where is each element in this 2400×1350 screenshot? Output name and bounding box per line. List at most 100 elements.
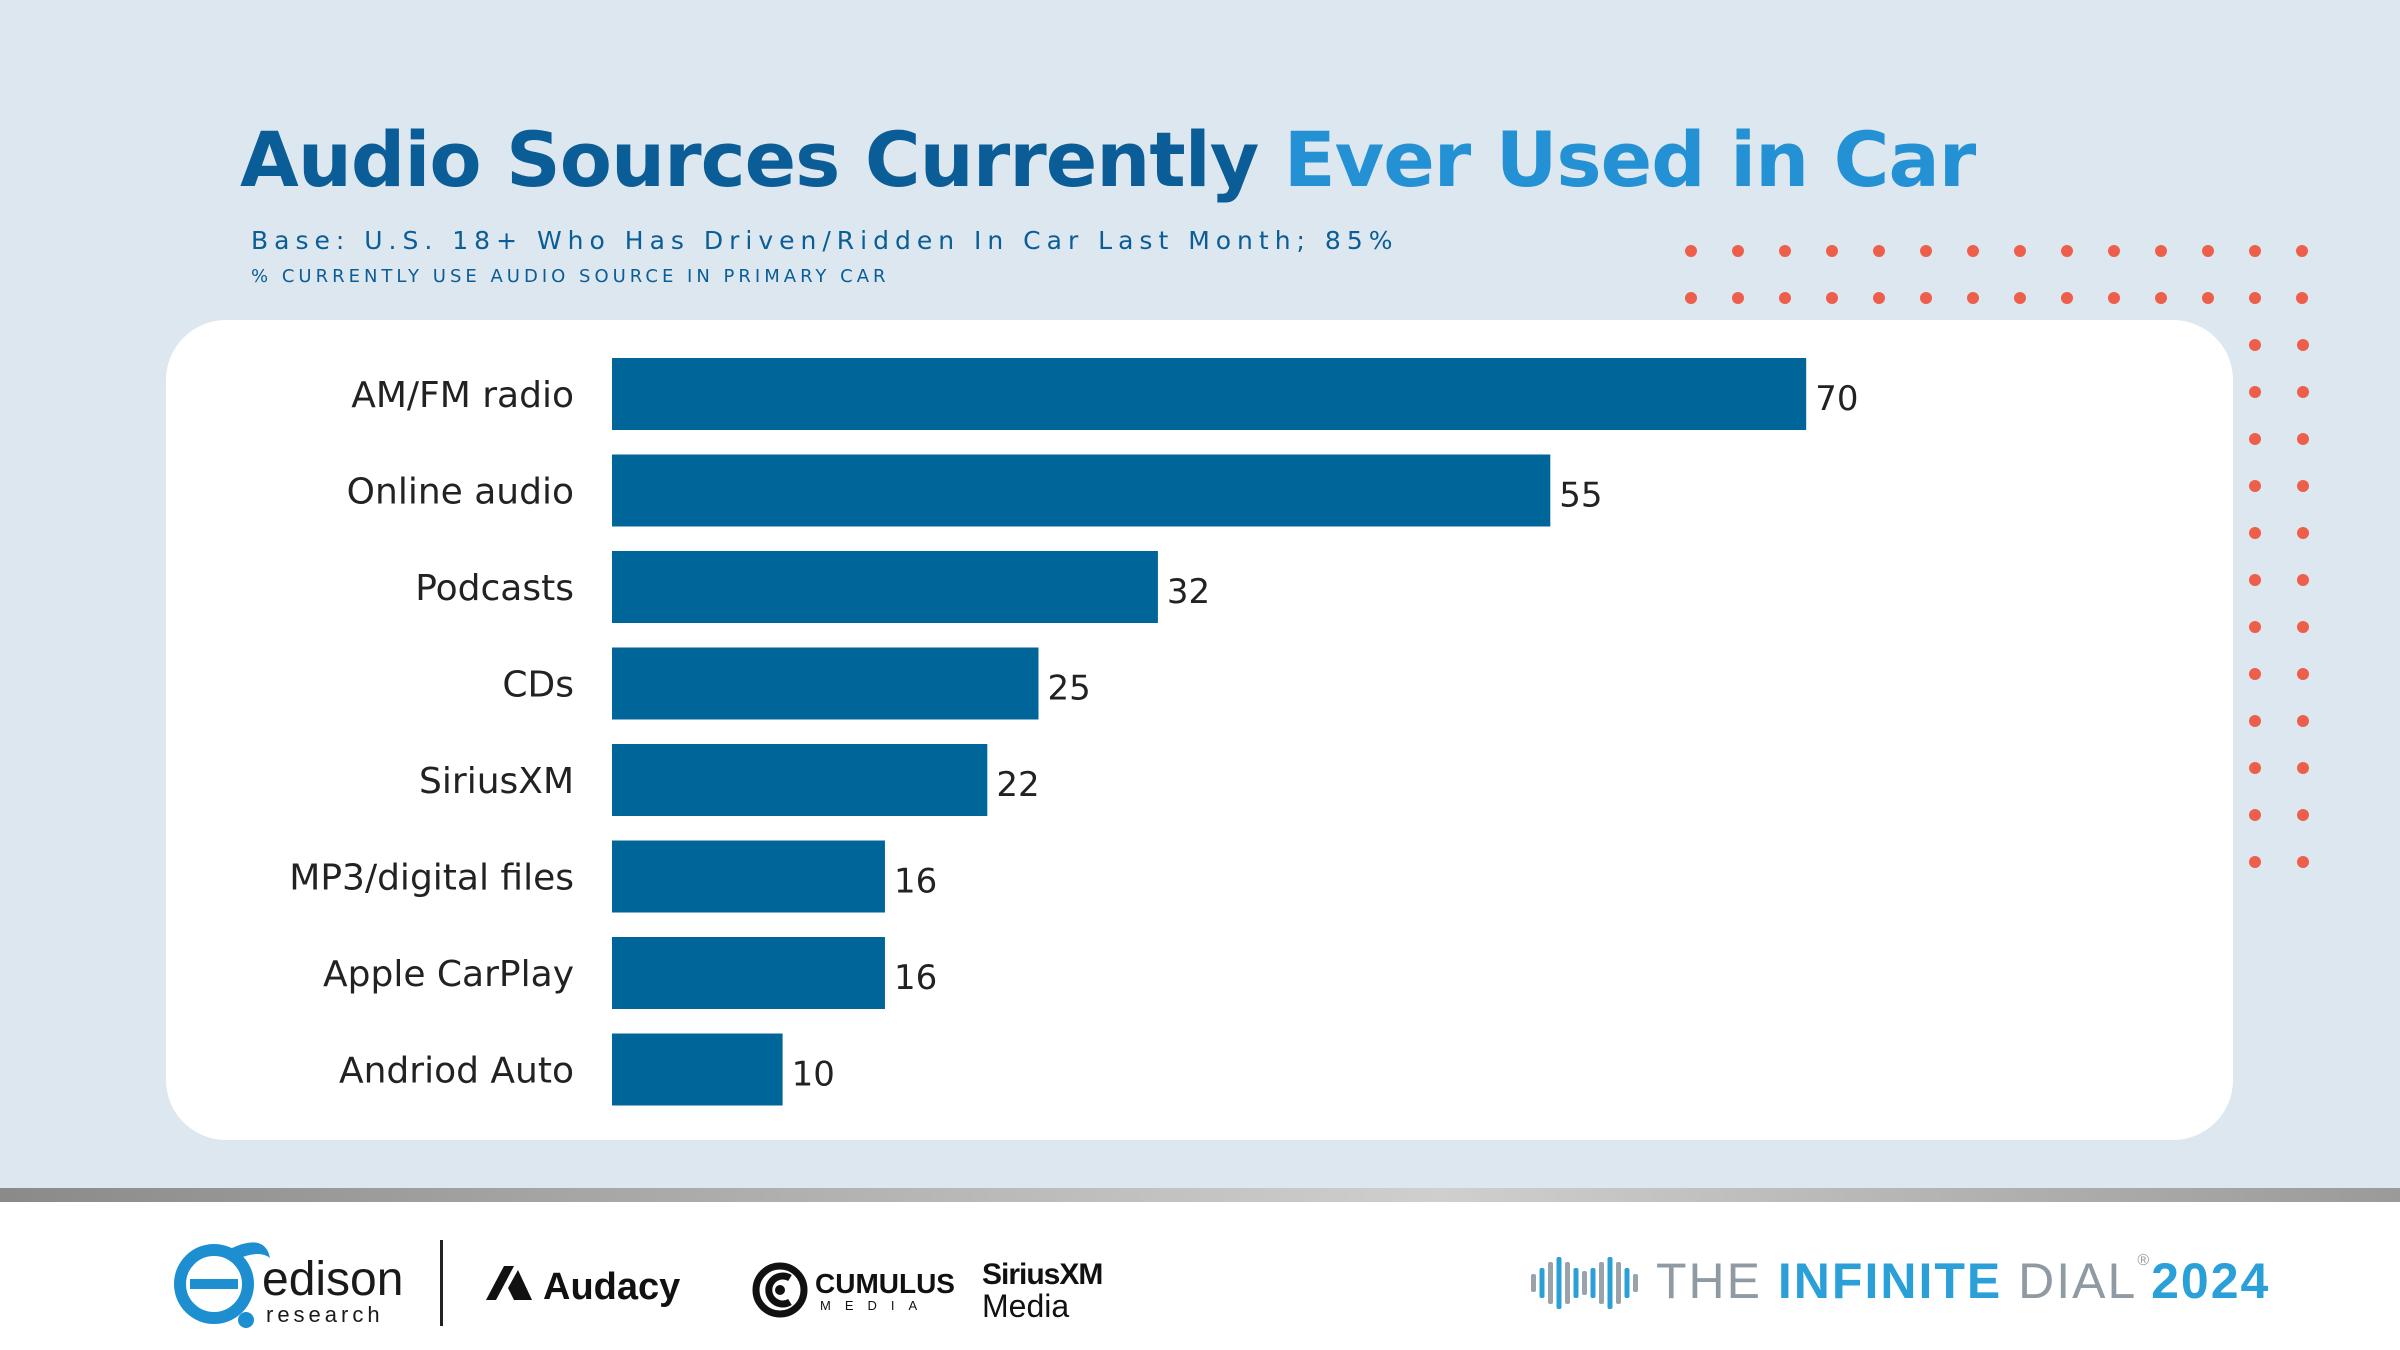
footer-divider <box>0 1188 2400 1202</box>
value-label: 16 <box>894 958 937 998</box>
dial-word-the: THE <box>1656 1253 1762 1309</box>
category-label: SiriusXM <box>419 761 574 802</box>
dial-word-year: 2024 <box>2151 1253 2271 1309</box>
decor-dot <box>2014 245 2026 257</box>
dial-wave-bar <box>1573 1268 1579 1298</box>
chart-title: Audio Sources Currently Ever Used in Car <box>240 115 1976 204</box>
dial-word-dial: DIAL <box>2018 1253 2138 1309</box>
decor-dot <box>2297 480 2309 492</box>
bar <box>612 1033 783 1106</box>
decor-dot <box>2108 292 2120 304</box>
dial-wave-bar <box>1556 1257 1562 1309</box>
bar <box>612 937 885 1009</box>
dial-wave-bar <box>1633 1274 1638 1292</box>
cumulus-logo-word: CUMULUS <box>815 1268 955 1299</box>
decor-dot <box>2155 245 2167 257</box>
decor-dot <box>2249 245 2261 257</box>
decor-dot <box>2249 386 2261 398</box>
value-label: 70 <box>1815 379 1858 419</box>
decor-dot <box>1779 245 1791 257</box>
bar <box>612 744 988 816</box>
decor-dot <box>2249 339 2261 351</box>
decor-dot <box>1967 292 1979 304</box>
decor-dot <box>2061 245 2073 257</box>
dial-wave-bar <box>1582 1271 1587 1295</box>
decor-dot <box>1826 245 1838 257</box>
decor-dot <box>2249 809 2261 821</box>
bar <box>612 840 885 913</box>
chart-card: AM/FM radio 70 Online audio 55 Podcasts 32 CDs… <box>166 320 2233 1140</box>
decor-dot <box>2014 292 2026 304</box>
dial-word-infinite: INFINITE <box>1777 1253 2003 1309</box>
decor-dot <box>2249 668 2261 680</box>
value-label: 32 <box>1167 572 1210 612</box>
category-label: CDs <box>502 665 574 706</box>
decor-dot <box>2297 715 2309 727</box>
decor-dot <box>2108 245 2120 257</box>
siriusxm-logo-word: SiriusXM <box>982 1258 1103 1291</box>
dial-registered-mark: ® <box>2137 1252 2152 1269</box>
edison-logo-sub: research <box>266 1302 384 1327</box>
value-label: 16 <box>894 862 937 902</box>
decor-dot <box>2297 386 2309 398</box>
title-part-currently: Audio Sources Currently <box>240 115 1259 204</box>
value-label: 10 <box>792 1055 835 1095</box>
decor-dot <box>2249 574 2261 586</box>
category-label: Podcasts <box>415 568 574 609</box>
decor-dot <box>2061 292 2073 304</box>
decor-dot <box>1732 292 1744 304</box>
dial-wave-bar <box>1616 1262 1621 1304</box>
infinite-dial-wordmark: THE INFINITE DIAL®2024 <box>1656 1252 2270 1310</box>
decor-dot <box>2296 292 2308 304</box>
audacy-logo-icon <box>486 1266 532 1300</box>
dial-wave-bar <box>1599 1262 1604 1304</box>
decor-dot <box>2249 621 2261 633</box>
decor-dot <box>2202 292 2214 304</box>
decor-dot <box>2249 292 2261 304</box>
decor-dot <box>2297 621 2309 633</box>
decor-dot <box>2249 856 2261 868</box>
decor-dot <box>2297 339 2309 351</box>
decor-dot <box>1732 245 1744 257</box>
category-label: Online audio <box>347 472 574 513</box>
decor-dot <box>1967 245 1979 257</box>
bar <box>612 358 1807 430</box>
base-note: Base: U.S. 18+ Who Has Driven/Ridden In … <box>251 226 1399 255</box>
decor-dot <box>1826 292 1838 304</box>
decorative-dot-pattern <box>1685 245 2309 868</box>
decor-dot <box>1873 245 1885 257</box>
dial-wave-bar <box>1565 1262 1570 1304</box>
decor-dot <box>2297 668 2309 680</box>
category-label: AM/FM radio <box>351 375 574 416</box>
decor-dot <box>1779 292 1791 304</box>
decor-dot <box>2297 856 2309 868</box>
bar-chart: AM/FM radio 70 Online audio 55 Podcasts 32 CDs… <box>289 358 1858 1106</box>
decor-dot <box>2297 809 2309 821</box>
dial-wave-bar <box>1548 1262 1553 1304</box>
footer <box>0 1202 2400 1350</box>
cumulus-logo-icon <box>752 1262 808 1318</box>
dial-wave-bar <box>1531 1274 1536 1292</box>
cumulus-logo-sub: MEDIA <box>820 1298 932 1313</box>
decor-dot <box>2249 480 2261 492</box>
value-label: 55 <box>1559 476 1602 516</box>
dial-wave-bar <box>1590 1268 1596 1298</box>
decor-dot <box>1920 292 1932 304</box>
title-part-ever-used: Ever Used in Car <box>1283 115 1976 204</box>
decor-dot <box>2297 527 2309 539</box>
decor-dot <box>2155 292 2167 304</box>
edison-research-logo-icon <box>174 1242 270 1328</box>
decor-dot <box>2202 245 2214 257</box>
decor-dot <box>2297 762 2309 774</box>
decor-dot <box>2249 527 2261 539</box>
edison-logo-word: edison <box>262 1253 404 1306</box>
dial-wave-bar <box>1624 1268 1630 1298</box>
logo-divider <box>440 1240 443 1326</box>
decor-dot <box>1685 292 1697 304</box>
infinite-dial-logo-icon <box>1531 1257 1638 1309</box>
value-label: 25 <box>1048 669 1091 709</box>
decor-dot <box>2249 762 2261 774</box>
bar <box>612 551 1158 623</box>
bar <box>612 647 1039 720</box>
category-label: Apple CarPlay <box>323 954 574 995</box>
